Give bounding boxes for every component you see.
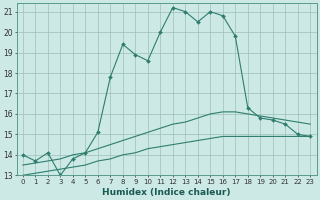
X-axis label: Humidex (Indice chaleur): Humidex (Indice chaleur) [102,188,231,197]
